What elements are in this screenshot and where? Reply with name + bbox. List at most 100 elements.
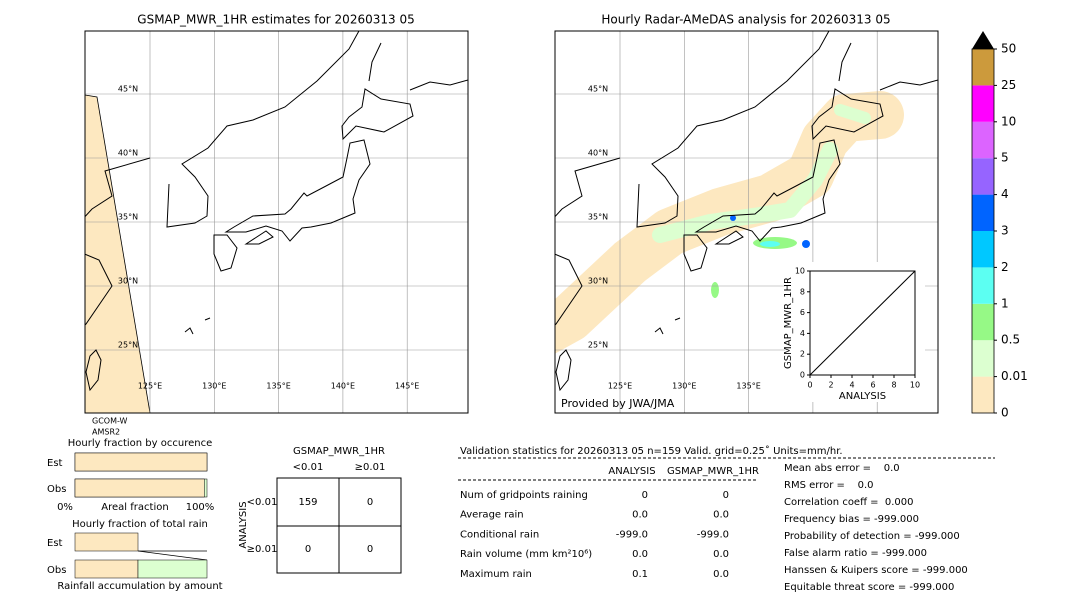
- y-tick-label: 0: [800, 371, 805, 380]
- x-tick-label: 0: [807, 381, 812, 390]
- right-map: 45°N40°N35°N30°N25°N125°E130°E135°E140°E…: [555, 31, 938, 413]
- sensor: GCOM-W: [92, 417, 128, 426]
- column-header: ANALYSIS: [608, 466, 655, 477]
- column-header: GSMAP_MWR_1HR: [667, 466, 759, 477]
- lat-label: 35°N: [118, 213, 138, 222]
- lon-label: 135°E: [266, 382, 290, 391]
- color-segment: [972, 376, 994, 413]
- y-tick-label: 6: [800, 308, 805, 317]
- row-label: Obs: [47, 484, 66, 495]
- lat-label: 45°N: [118, 85, 138, 94]
- row-label: Est: [47, 538, 63, 549]
- score: Frequency bias = -999.000: [784, 514, 919, 525]
- sensor: AMSR2: [92, 428, 120, 437]
- credit: Provided by JWA/JMA: [561, 397, 675, 410]
- colorbar-label: 10: [1001, 114, 1016, 128]
- color-segment: [972, 303, 994, 341]
- table-title: GSMAP_MWR_1HR: [293, 446, 385, 457]
- row-label: Maximum rain: [460, 569, 532, 580]
- stats-header: Validation statistics for 20260313 05 n=…: [460, 445, 843, 457]
- cell: 0.0: [713, 549, 729, 560]
- left-map: 45°N 40°N 35°N 30°N 25°N 125°E 130°E 135°E 140°E…: [85, 31, 468, 413]
- swath-area: [85, 94, 151, 413]
- x-tick-label: 2: [828, 381, 833, 390]
- lat-label: 25°N: [588, 341, 608, 350]
- row-header: <0.01: [247, 497, 278, 508]
- bar: [74, 478, 205, 498]
- extend-arrow: [972, 31, 994, 49]
- row-label: Est: [47, 458, 63, 469]
- cell: 0: [367, 544, 373, 555]
- row-label: Average rain: [460, 510, 524, 521]
- lon-label: 125°E: [138, 382, 162, 391]
- lon-label: 125°E: [608, 382, 632, 391]
- inset-scatter: 0 2 4 6 8 10 0 2 4 6 8 10 ANALYSIS GSMAP_MWR_1HR: [783, 267, 920, 403]
- axis-label: Rainfall accumulation by amount: [57, 581, 222, 592]
- cell: 0: [723, 490, 729, 501]
- color-segment: [972, 85, 994, 122]
- colorbar-label: 0.01: [1001, 369, 1028, 383]
- colorbar-label: 4: [1001, 187, 1009, 201]
- y-axis-label: GSMAP_MWR_1HR: [783, 277, 794, 369]
- colorbar-label: 50: [1001, 42, 1016, 56]
- cell: 0: [367, 497, 373, 508]
- lon-label: 145°E: [395, 382, 419, 391]
- y-tick-label: 4: [800, 329, 805, 338]
- lon-label: 135°E: [736, 382, 760, 391]
- cell: 0: [305, 544, 311, 555]
- lat-label: 40°N: [588, 149, 608, 158]
- colorbar-label: 1: [1001, 296, 1009, 310]
- cell: 0.0: [713, 569, 729, 580]
- score: Correlation coeff = 0.000: [784, 497, 914, 508]
- inset-background: [785, 262, 925, 402]
- cell: 0.0: [713, 510, 729, 521]
- score: Equitable threat score = -999.000: [784, 582, 954, 593]
- color-segment: [972, 49, 994, 86]
- score: RMS error = 0.0: [784, 480, 874, 491]
- cell: 0.1: [632, 569, 648, 580]
- x-tick-label: 10: [910, 381, 920, 390]
- cell: 0.0: [632, 549, 648, 560]
- row-label: Conditional rain: [460, 529, 539, 540]
- amount-bar: [74, 532, 139, 552]
- row-label: Rain volume (mm km²10⁶): [460, 549, 592, 560]
- stats-table: Num of gridpoints raining 0 0 Average rain 0…: [460, 490, 729, 580]
- column-header: ≥0.01: [355, 462, 386, 473]
- connector: [137, 550, 208, 561]
- color-segment: [972, 267, 994, 304]
- row-header: ≥0.01: [247, 544, 278, 555]
- cell: -999.0: [616, 529, 648, 540]
- lat-label: 45°N: [588, 85, 608, 94]
- cell: 0.0: [632, 510, 648, 521]
- colorbar-label: 5: [1001, 151, 1009, 165]
- amount-bar: [137, 559, 208, 579]
- color-segment: [972, 194, 994, 231]
- panel-title: Hourly fraction of total rain: [72, 519, 208, 530]
- score: Probability of detection = -999.000: [784, 531, 960, 542]
- diagonal: [809, 270, 916, 376]
- score: Mean abs error = 0.0: [784, 463, 900, 474]
- score: False alarm ratio = -999.000: [784, 548, 927, 559]
- bar: [74, 452, 208, 472]
- colorbar-label: 3: [1001, 224, 1009, 238]
- cell: 159: [298, 497, 317, 508]
- lat-label: 25°N: [118, 341, 138, 350]
- inset-frame: [809, 270, 916, 376]
- panel-title: Hourly fraction by occurence: [68, 438, 212, 449]
- lon-label: 130°E: [202, 382, 226, 391]
- map-frame: [554, 30, 939, 414]
- axis-label: ANALYSIS: [238, 501, 249, 548]
- lat-label: 30°N: [588, 277, 608, 286]
- colorbar: 0 0.01 0.5 1 2 3 4 5 10 25 50: [971, 31, 1028, 420]
- axis-label: Areal fraction: [101, 502, 168, 513]
- map-title: GSMAP_MWR_1HR estimates for 20260313 05: [137, 13, 414, 27]
- axis-label: 0%: [57, 502, 73, 513]
- colorbar-label: 2: [1001, 260, 1009, 274]
- occurrence-bars: Est Obs 0% Areal fraction 100%: [47, 452, 214, 513]
- score: Hanssen & Kuipers score = -999.000: [784, 565, 968, 576]
- y-tick-label: 2: [800, 350, 805, 359]
- x-tick-label: 8: [891, 381, 896, 390]
- color-segment: [972, 158, 994, 195]
- colorbar-label: 0: [1001, 406, 1009, 420]
